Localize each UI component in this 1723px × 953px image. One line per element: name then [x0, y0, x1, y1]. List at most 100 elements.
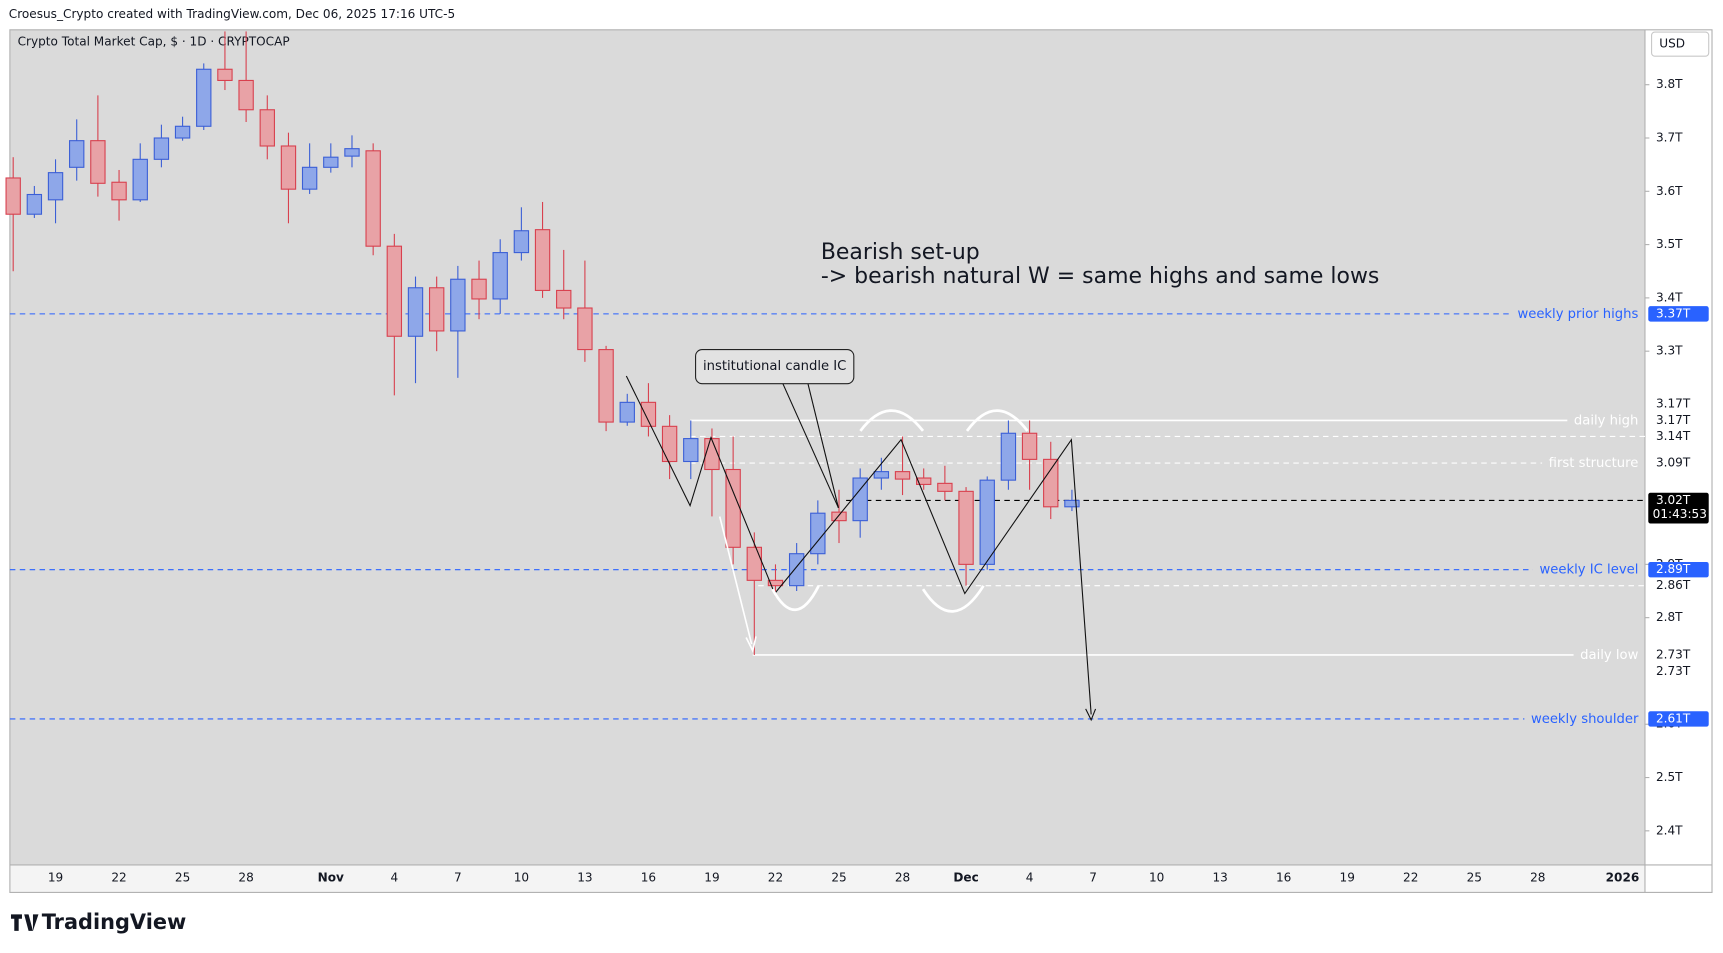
source-note: Croesus_Crypto created with TradingView.…: [9, 7, 455, 21]
candle-body: [407, 287, 424, 337]
y-tick-label: 3.8T: [1656, 77, 1683, 91]
annotation: Bearish set-up: [821, 240, 980, 265]
x-tick-label: 25: [1467, 871, 1482, 885]
x-tick-label: 25: [831, 871, 846, 885]
x-tick-label: 4: [390, 871, 398, 885]
candle-body: [280, 145, 297, 190]
price-label-box: [1648, 492, 1709, 524]
x-tick-label: 13: [1212, 871, 1227, 885]
x-tick-label: 4: [1026, 871, 1034, 885]
candle-body: [598, 349, 614, 423]
candle-body: [323, 156, 339, 168]
candle-body: [153, 137, 170, 160]
price-label: 3.02T: [1656, 493, 1691, 507]
logo-mark: [10, 914, 39, 931]
arc: [859, 409, 925, 432]
candle-body: [301, 166, 318, 190]
candle-body: [788, 553, 805, 587]
chart-title: Crypto Total Market Cap, $ · 1D · CRYPTO…: [18, 34, 290, 48]
candle-body: [386, 245, 403, 337]
price-label: 3.37T: [1656, 306, 1691, 320]
candle-body: [428, 287, 445, 332]
candle-body: [1043, 458, 1059, 508]
candle-body: [174, 125, 191, 139]
candle-body: [534, 229, 551, 291]
price-label: 3.17T: [1656, 396, 1691, 410]
candle-body: [132, 158, 148, 201]
x-tick-label: 2026: [1606, 871, 1640, 885]
x-tick-label: 7: [454, 871, 462, 885]
x-tick-label: Nov: [318, 871, 344, 885]
x-tick-label: 19: [704, 871, 719, 885]
x-tick-label: 28: [238, 871, 253, 885]
x-tick-label: 10: [1149, 871, 1164, 885]
price-label: 2.86T: [1656, 578, 1691, 592]
candle-body: [640, 401, 657, 427]
candle-body: [746, 546, 762, 581]
countdown: 01:43:53: [1653, 507, 1707, 521]
annotation: -> bearish natural W = same highs and sa…: [821, 264, 1380, 289]
price-label: 3.17T: [1656, 413, 1691, 427]
callout-box: [695, 349, 855, 385]
logo-text: TradingView: [42, 910, 187, 934]
candle-body: [1064, 499, 1080, 508]
arc: [771, 585, 820, 612]
arrow-head: [1085, 708, 1097, 722]
price-label-box: [1648, 396, 1709, 412]
currency[interactable]: USD: [1659, 37, 1685, 51]
price-label-box: [1648, 711, 1709, 727]
candle-body: [259, 109, 275, 147]
y-tick-label: 3.3T: [1656, 344, 1683, 358]
candle-body: [725, 468, 741, 548]
x-tick-label: 10: [514, 871, 529, 885]
candle-body: [937, 482, 953, 492]
candles: [5, 31, 1080, 655]
price-axis: 2.4T2.5T2.6T2.8T2.9T3.3T3.4T3.5T3.6T3.7T…: [1644, 77, 1709, 837]
level-name: weekly shoulder: [1531, 712, 1639, 727]
level-name: first structure: [1549, 456, 1639, 471]
price-label-box: [1648, 455, 1709, 471]
candle-body: [513, 230, 530, 254]
level-name: daily low: [1580, 648, 1638, 663]
level-name: daily high: [1574, 413, 1638, 428]
price-label-box: [1648, 306, 1709, 322]
candle-body: [556, 289, 572, 309]
frame: [9, 29, 1713, 893]
x-tick-label: 22: [768, 871, 783, 885]
callout-line: [807, 382, 839, 508]
x-tick-label: 22: [1403, 871, 1418, 885]
logo: TradingView: [10, 910, 187, 934]
price-label-box: [1648, 428, 1709, 445]
levels: weekly prior highs daily high first struct…: [9, 307, 1645, 727]
candle-body: [916, 477, 932, 485]
x-tick-label: 28: [895, 871, 910, 885]
y-tick-label: 2.5T: [1656, 770, 1683, 784]
currency-box[interactable]: [1651, 31, 1710, 57]
white-arrow: [718, 516, 753, 645]
candle-body: [894, 471, 911, 480]
x-tick-label: 19: [1340, 871, 1355, 885]
level-name: weekly IC level: [1540, 563, 1639, 578]
candle-body: [111, 181, 127, 201]
candle-body: [979, 479, 995, 565]
candle-body: [704, 438, 720, 471]
x-tick-label: Dec: [953, 871, 978, 885]
candle-body: [619, 401, 635, 423]
candle-body: [69, 140, 85, 168]
x-tick-label: 16: [1276, 871, 1291, 885]
x-tick-label: 19: [48, 871, 63, 885]
arrow-head: [745, 636, 757, 654]
candle-body: [196, 68, 212, 127]
candle-body: [831, 511, 847, 522]
x-tick-label: 7: [1089, 871, 1097, 885]
candle-body: [5, 177, 21, 215]
x-tick-label: 13: [577, 871, 592, 885]
candle-body: [492, 252, 508, 300]
candle-body: [661, 425, 678, 463]
x-tick-label: 22: [111, 871, 126, 885]
candle-body: [810, 512, 826, 555]
candle-body: [683, 438, 699, 463]
plot-area: [9, 29, 1645, 865]
candle-body: [450, 278, 466, 332]
